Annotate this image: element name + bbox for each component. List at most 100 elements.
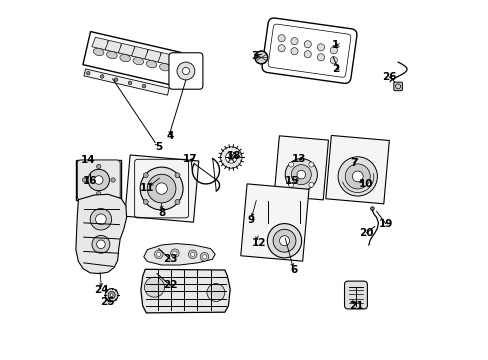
Text: 7: 7 (349, 158, 356, 168)
Circle shape (175, 199, 180, 204)
FancyBboxPatch shape (169, 53, 203, 89)
Circle shape (279, 236, 289, 246)
Ellipse shape (146, 60, 157, 68)
Circle shape (175, 173, 180, 178)
Text: 23: 23 (163, 254, 177, 264)
Circle shape (278, 45, 285, 52)
Circle shape (345, 164, 369, 189)
Circle shape (225, 152, 237, 163)
Circle shape (202, 255, 206, 259)
Circle shape (329, 47, 337, 54)
Circle shape (206, 284, 224, 301)
Text: 14: 14 (81, 156, 95, 165)
Polygon shape (143, 244, 215, 265)
Ellipse shape (120, 54, 130, 62)
Circle shape (97, 164, 101, 168)
Text: 19: 19 (378, 219, 392, 229)
Circle shape (220, 147, 242, 168)
FancyBboxPatch shape (393, 82, 402, 91)
Polygon shape (325, 135, 388, 204)
FancyBboxPatch shape (262, 18, 356, 84)
Circle shape (291, 165, 311, 185)
Circle shape (288, 162, 293, 167)
Circle shape (254, 51, 267, 64)
Circle shape (110, 294, 113, 296)
Polygon shape (92, 37, 108, 50)
Circle shape (317, 44, 324, 51)
Circle shape (317, 54, 324, 61)
Circle shape (370, 207, 373, 210)
Ellipse shape (133, 58, 143, 65)
Circle shape (88, 169, 109, 191)
Circle shape (308, 182, 313, 187)
Text: 15: 15 (284, 176, 298, 186)
Circle shape (94, 176, 103, 184)
Circle shape (172, 251, 177, 255)
Text: 16: 16 (83, 176, 97, 186)
Circle shape (329, 57, 337, 64)
Circle shape (296, 170, 305, 179)
Bar (76, 159, 121, 200)
FancyBboxPatch shape (344, 281, 366, 309)
Text: 5: 5 (155, 142, 162, 152)
Circle shape (337, 157, 377, 196)
Circle shape (308, 162, 313, 167)
Circle shape (267, 224, 301, 258)
Circle shape (278, 35, 285, 42)
Circle shape (140, 167, 183, 210)
Polygon shape (274, 136, 328, 200)
Circle shape (154, 250, 163, 258)
Text: 1: 1 (331, 40, 339, 50)
Polygon shape (141, 269, 230, 313)
Circle shape (92, 235, 110, 253)
Text: 25: 25 (100, 297, 114, 307)
Text: 4: 4 (166, 131, 174, 141)
Circle shape (144, 277, 164, 297)
Text: 10: 10 (358, 179, 372, 189)
Circle shape (188, 250, 197, 258)
Circle shape (272, 229, 295, 252)
Circle shape (95, 214, 106, 225)
Text: 6: 6 (289, 265, 297, 275)
Circle shape (285, 158, 317, 191)
Polygon shape (118, 44, 134, 57)
Circle shape (200, 252, 208, 261)
Circle shape (90, 208, 111, 230)
Circle shape (143, 199, 148, 204)
Polygon shape (158, 53, 174, 66)
Polygon shape (124, 155, 199, 222)
Circle shape (114, 78, 118, 81)
Circle shape (170, 249, 179, 257)
Circle shape (228, 155, 233, 160)
Circle shape (111, 178, 115, 182)
Polygon shape (131, 46, 147, 59)
Circle shape (97, 240, 105, 249)
Text: 3: 3 (251, 51, 258, 61)
Polygon shape (240, 184, 308, 261)
Circle shape (190, 252, 194, 256)
Circle shape (352, 171, 363, 182)
Circle shape (177, 62, 194, 80)
Circle shape (143, 173, 148, 178)
Circle shape (100, 75, 104, 78)
Ellipse shape (93, 48, 104, 56)
Polygon shape (83, 32, 181, 86)
Polygon shape (144, 49, 161, 62)
Polygon shape (76, 194, 126, 274)
Text: 21: 21 (348, 301, 363, 311)
Circle shape (128, 81, 132, 85)
Text: 18: 18 (227, 151, 241, 161)
Circle shape (97, 192, 101, 196)
Text: 22: 22 (163, 280, 177, 291)
Circle shape (290, 48, 298, 55)
Ellipse shape (159, 63, 170, 71)
Circle shape (290, 38, 298, 45)
Circle shape (304, 51, 311, 58)
Circle shape (182, 67, 189, 75)
Circle shape (288, 182, 293, 187)
Text: 26: 26 (381, 72, 396, 82)
Polygon shape (84, 69, 169, 95)
Circle shape (82, 178, 86, 182)
Circle shape (156, 183, 167, 194)
Text: 24: 24 (94, 285, 109, 295)
